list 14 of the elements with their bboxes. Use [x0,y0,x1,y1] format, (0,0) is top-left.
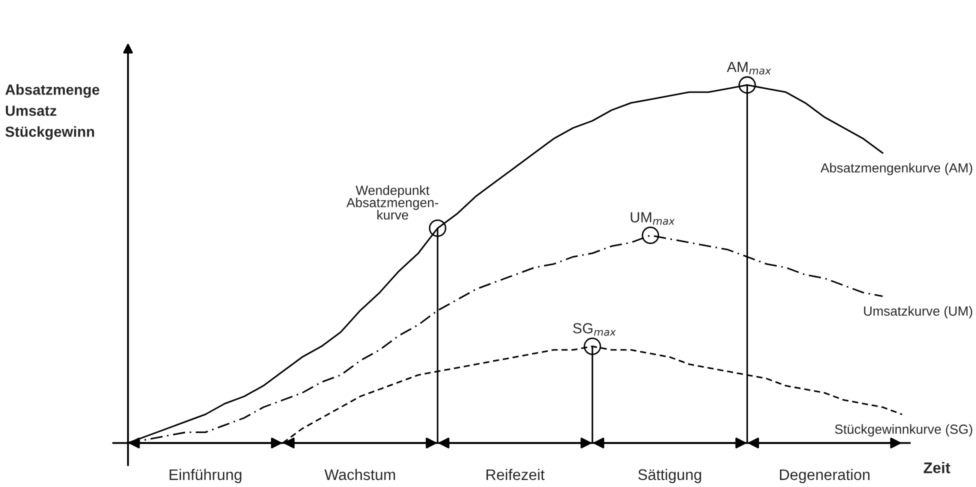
series-label: Absatzmengenkurve (AM) [820,162,972,176]
series-label: Umsatzkurve (UM) [864,306,972,318]
text: AM$_{max}$ [726,62,772,74]
series-label: Stückgewinnkurve (SG) [835,424,972,437]
text: Degeneration [780,468,870,484]
text: Reifezeit [486,468,545,480]
text: Einführung [170,468,242,484]
annotation: UM$_{max}$ [630,212,675,225]
annotation: Wendepunkt Absatzmengen- kurve [346,185,438,220]
annotation: SG$_{max}$ [573,323,616,336]
text: Sättigung [638,468,702,484]
y-axis-title: Absatzmenge Umsatz Stückgewinn [5,84,100,140]
x-axis-title: Zeit [924,462,950,474]
text: Wachstum [324,468,395,480]
